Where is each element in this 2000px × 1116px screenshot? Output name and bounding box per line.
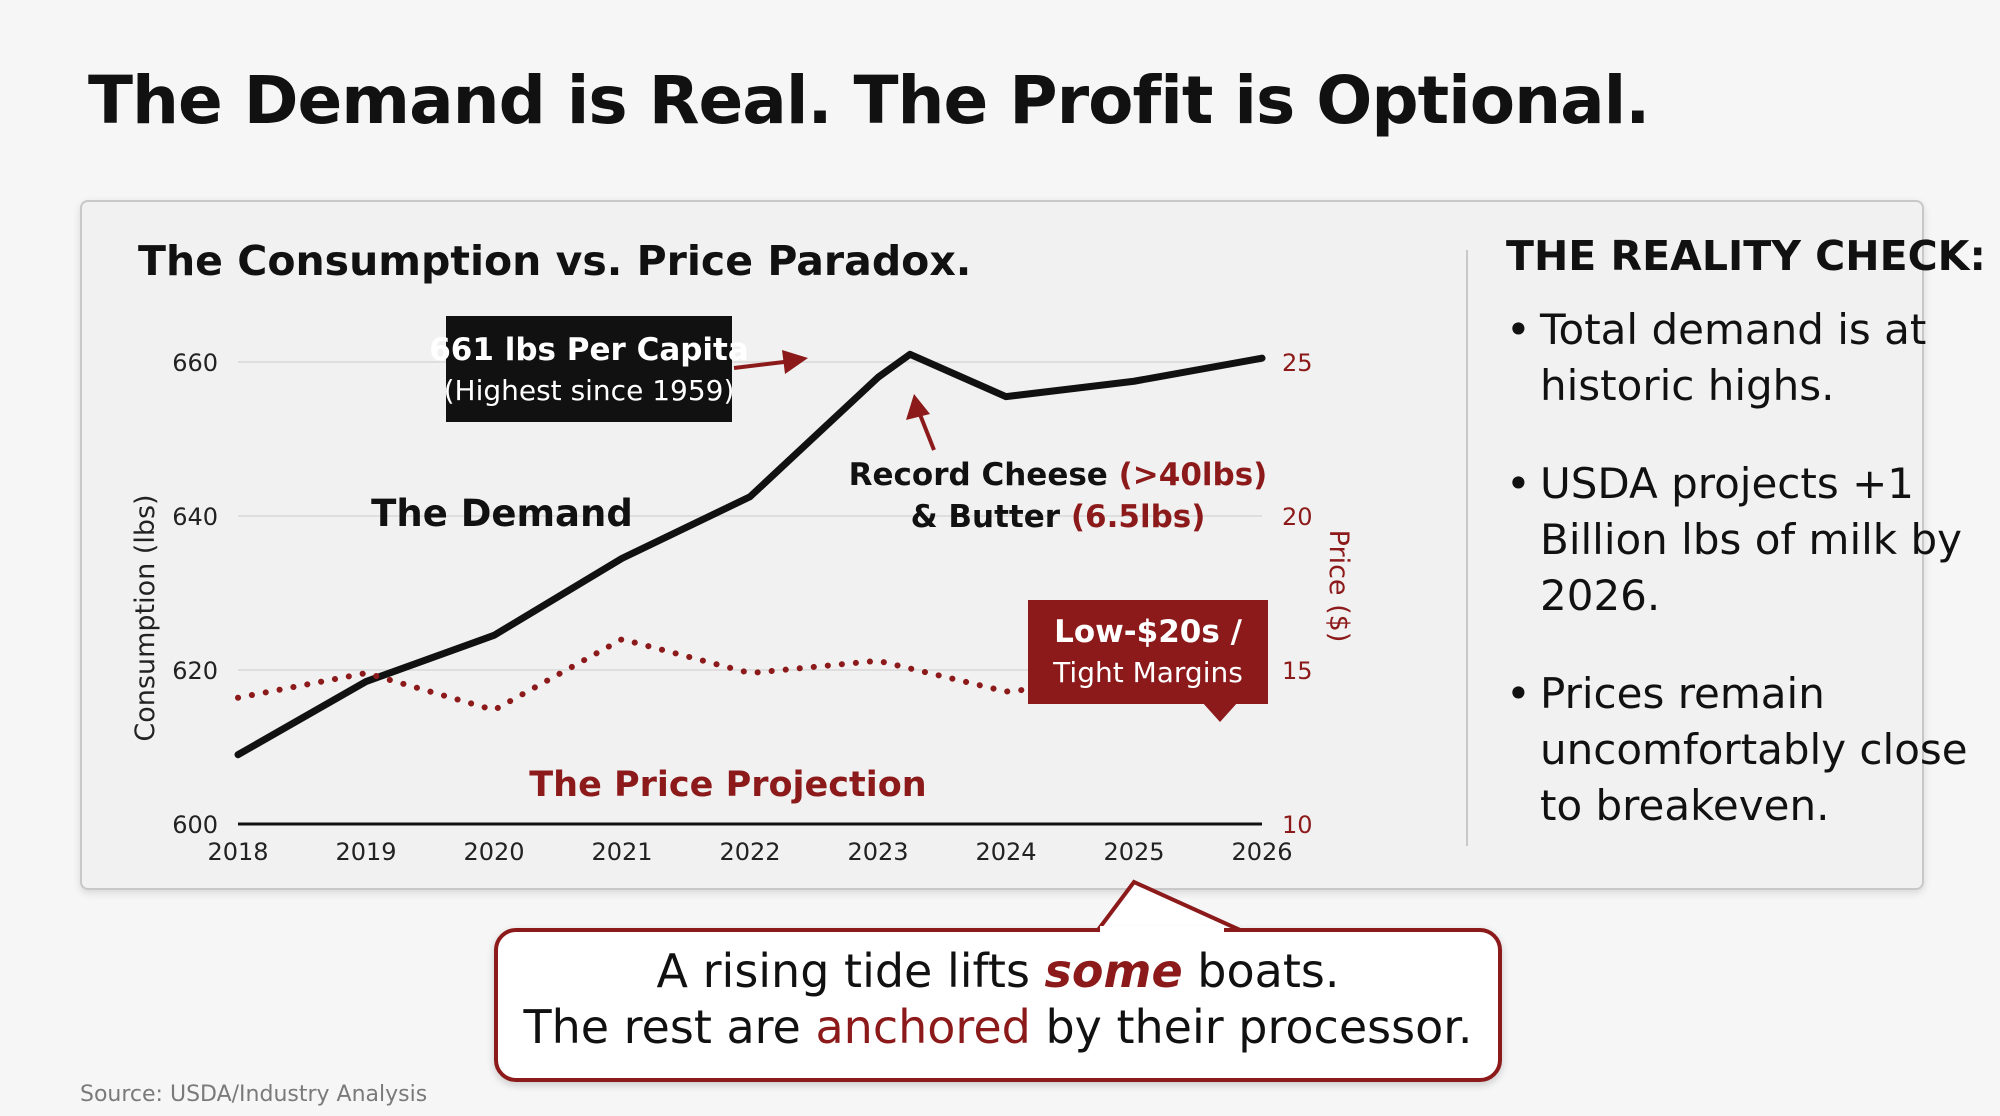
record-annotation: Record Cheese (>40lbs) & Butter (6.5lbs)	[849, 394, 1268, 535]
peak-annotation-box	[446, 316, 732, 422]
record-cheese-value: (>40lbs)	[1119, 457, 1268, 493]
demand-series-label: The Demand	[371, 492, 633, 535]
record-annotation-line1: Record Cheese (>40lbs)	[849, 457, 1268, 493]
reality-check-heading: THE REALITY CHECK:	[1506, 232, 1986, 280]
record-arrow-shaft	[917, 411, 936, 451]
reality-bullet: Prices remain uncomfortably close to bre…	[1506, 666, 1976, 834]
record-cheese-label: Record Cheese	[849, 457, 1119, 493]
x-tick-label: 2024	[975, 838, 1036, 866]
record-annotation-line2: & Butter (6.5lbs)	[911, 499, 1206, 535]
low-price-box	[1028, 600, 1268, 704]
source-note: Source: USDA/Industry Analysis	[80, 1082, 428, 1107]
reality-bullet: Total demand is at historic highs.	[1506, 302, 1976, 414]
y-tick-left: 660	[172, 349, 218, 377]
callout-line1-pre: A rising tide lifts	[656, 944, 1045, 998]
demand-line	[234, 350, 1266, 759]
callout-line-2: The rest are anchored by their processor…	[498, 1000, 1498, 1054]
y-tick-left: 600	[172, 811, 218, 839]
x-tick-label: 2021	[591, 838, 652, 866]
panel-divider	[1466, 250, 1468, 846]
low-price-title: Low-$20s /	[1054, 614, 1243, 650]
page-title: The Demand is Real. The Profit is Option…	[88, 62, 1650, 139]
low-price-pointer	[1202, 702, 1238, 722]
price-series-label: The Price Projection	[529, 765, 926, 805]
reality-bullet: USDA projects +1 Billion lbs of milk by …	[1506, 456, 1976, 624]
peak-annotation-title: 661 lbs Per Capita	[429, 332, 749, 368]
peak-arrow-head	[782, 350, 808, 374]
y-axis-right-label: Price ($)	[1323, 530, 1354, 643]
peak-annotation-subtitle: (Highest since 1959)	[444, 374, 735, 407]
y-tick-right: 10	[1282, 811, 1313, 839]
x-tick-label: 2018	[207, 838, 268, 866]
x-tick-label: 2026	[1231, 838, 1292, 866]
record-butter-value: (6.5lbs)	[1071, 499, 1206, 535]
x-tick-label: 2025	[1103, 838, 1164, 866]
reality-check-list: Total demand is at historic highs. USDA …	[1506, 302, 1976, 876]
record-butter-label: & Butter	[911, 499, 1071, 535]
y-axis-left-label: Consumption (lbs)	[130, 494, 161, 741]
record-arrow-head	[906, 394, 930, 420]
callout-emphasis-some: some	[1044, 944, 1183, 998]
y-tick-left: 620	[172, 657, 218, 685]
takeaway-callout: A rising tide lifts some boats. The rest…	[494, 928, 1502, 1082]
y-tick-right: 20	[1282, 503, 1313, 531]
chart-panel: 600 620 640 660 10 15 20 25 2018 2019 2020 2021 2022…	[80, 200, 1986, 890]
gridlines	[238, 361, 1262, 826]
callout-line2-post: by their processor.	[1030, 1000, 1473, 1054]
low-price-annotation: Low-$20s / Tight Margins	[1028, 600, 1268, 722]
peak-annotation: 661 lbs Per Capita (Highest since 1959)	[429, 316, 808, 422]
x-tick-label: 2019	[335, 838, 396, 866]
y-tick-left: 640	[172, 503, 218, 531]
x-tick-label: 2023	[847, 838, 908, 866]
callout-line-1: A rising tide lifts some boats.	[498, 944, 1498, 998]
callout-line1-post: boats.	[1182, 944, 1340, 998]
low-price-subtitle: Tight Margins	[1052, 656, 1243, 689]
callout-line2-pre: The rest are	[523, 1000, 816, 1054]
callout-pointer-cover	[1100, 926, 1224, 936]
y-tick-right: 15	[1282, 657, 1313, 685]
y-tick-right: 25	[1282, 349, 1313, 377]
x-tick-label: 2022	[719, 838, 780, 866]
callout-emphasis-anchored: anchored	[815, 1000, 1031, 1054]
peak-arrow-shaft	[733, 360, 785, 370]
chart-title: The Consumption vs. Price Paradox.	[138, 237, 971, 285]
x-tick-label: 2020	[463, 838, 524, 866]
